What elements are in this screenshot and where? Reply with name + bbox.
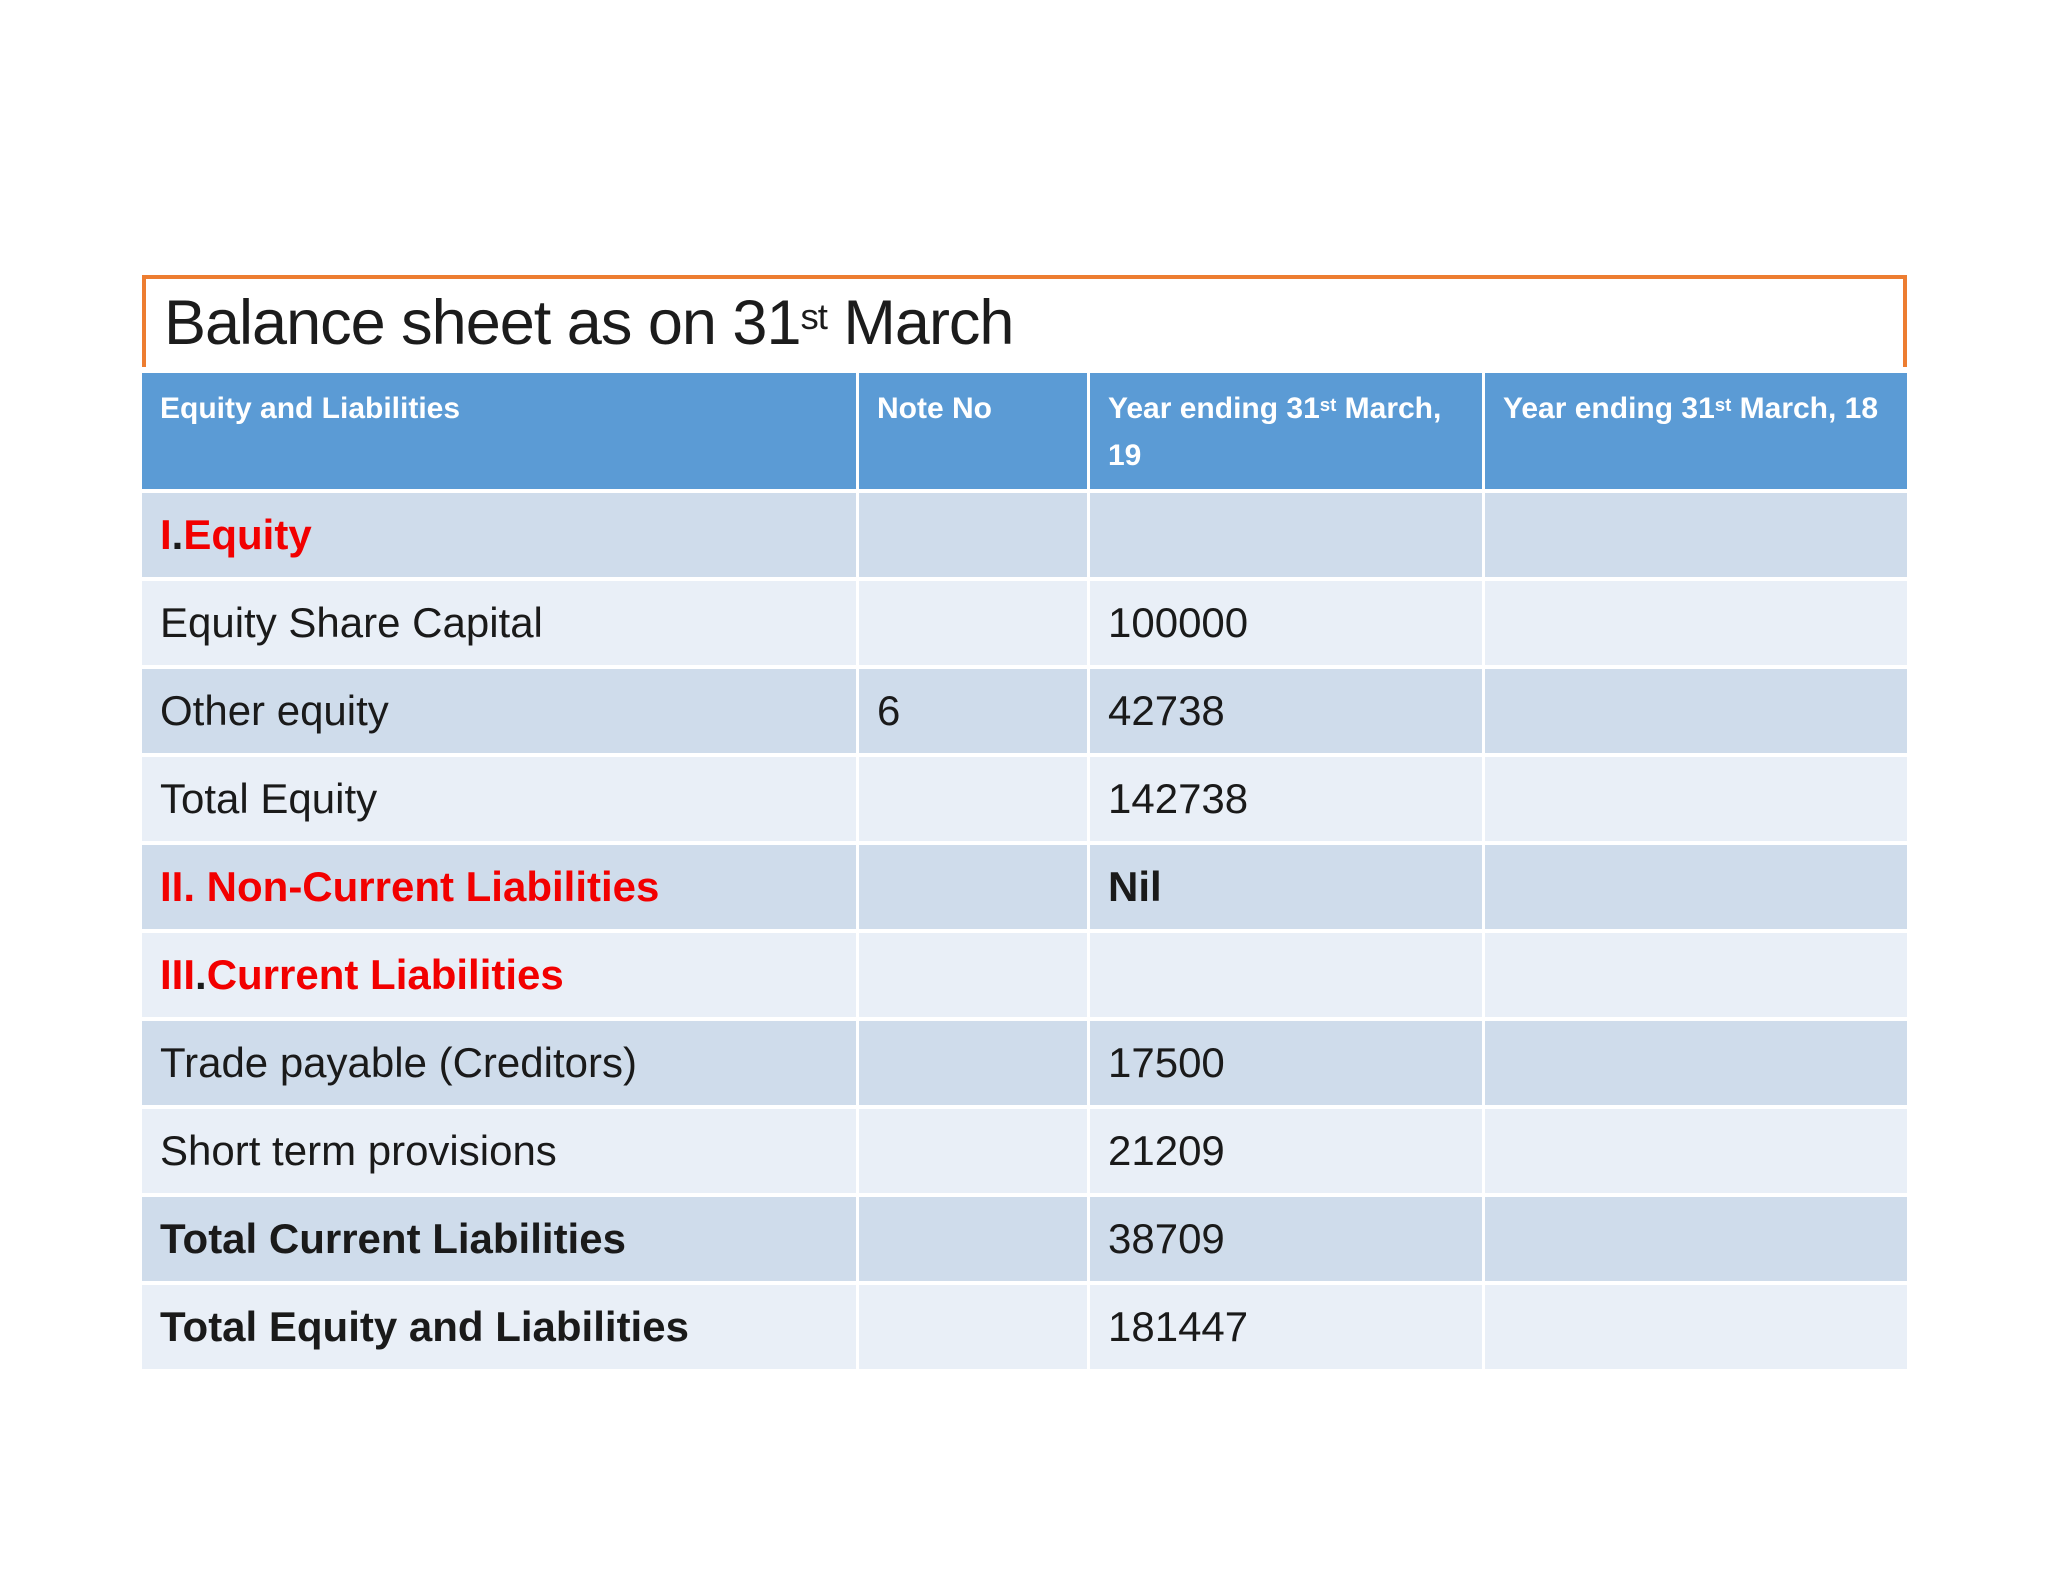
title-box: Balance sheet as on 31st March [142, 275, 1907, 367]
text-segment: Current Liabilities [206, 951, 564, 998]
text-segment: 42738 [1108, 687, 1225, 734]
row-label-cell: Total Equity and Liabilities [142, 1285, 856, 1369]
row-value-2019-cell: 100000 [1087, 581, 1482, 665]
row-value-2018-cell [1482, 933, 1907, 1017]
text-segment: Nil [1108, 863, 1162, 910]
row-value-2018-cell [1482, 581, 1907, 665]
text-segment: 142738 [1108, 775, 1249, 822]
row-value-2019-cell: 38709 [1087, 1197, 1482, 1281]
row-label-cell: Trade payable (Creditors) [142, 1021, 856, 1105]
balance-sheet-table: Equity and Liabilities Note No Year endi… [142, 373, 1907, 1369]
text-segment: 181447 [1108, 1303, 1249, 1350]
text-segment: March, 19 [1108, 392, 1442, 472]
row-value-2019-cell: 181447 [1087, 1285, 1482, 1369]
row-note-cell [856, 1285, 1087, 1369]
row-label-cell: Equity Share Capital [142, 581, 856, 665]
row-label-cell: Total Equity [142, 757, 856, 841]
row-note-cell [856, 757, 1087, 841]
row-note-cell [856, 1021, 1087, 1105]
text-segment: Note No [877, 392, 992, 425]
text-segment: I [160, 511, 172, 558]
header-cell-year-ending-19: Year ending 31st March, 19 [1087, 373, 1482, 489]
table-row: III. Current Liabilities [142, 929, 1907, 1017]
row-note-cell: 6 [856, 669, 1087, 753]
row-value-2018-cell [1482, 669, 1907, 753]
row-note-cell [856, 933, 1087, 1017]
row-value-2018-cell [1482, 757, 1907, 841]
row-label-cell: III. Current Liabilities [142, 933, 856, 1017]
row-label-cell: Other equity [142, 669, 856, 753]
text-segment: . [171, 511, 184, 558]
text-segment: III [160, 951, 196, 998]
text-segment: Total Equity and Liabilities [160, 1303, 689, 1350]
row-value-2018-cell [1482, 1197, 1907, 1281]
row-value-2019-cell: 142738 [1087, 757, 1482, 841]
table-row: Other equity 6 42738 [142, 665, 1907, 753]
text-segment: March, 18 [1731, 392, 1879, 425]
header-cell-note-no: Note No [856, 373, 1087, 489]
row-value-2019-cell: 42738 [1087, 669, 1482, 753]
text-segment: . [195, 951, 207, 998]
text-segment: 6 [877, 687, 901, 734]
table-body: I. Equity Equity Share Capital 100000 Ot… [142, 489, 1907, 1369]
table-row: Total Current Liabilities 38709 [142, 1193, 1907, 1281]
text-segment: 38709 [1108, 1215, 1225, 1262]
text-segment: Year ending 31 [1503, 392, 1715, 425]
row-value-2018-cell [1482, 1109, 1907, 1193]
row-value-2019-cell: Nil [1087, 845, 1482, 929]
text-segment: 17500 [1108, 1039, 1225, 1086]
text-segment: 21209 [1108, 1127, 1225, 1174]
header-cell-year-ending-18: Year ending 31st March, 18 [1482, 373, 1907, 489]
row-value-2018-cell [1482, 845, 1907, 929]
text-segment: II. Non-Current Liabilities [160, 863, 660, 910]
row-note-cell [856, 493, 1087, 577]
text-segment: Equity [183, 511, 312, 558]
table-row: Total Equity and Liabilities 181447 [142, 1281, 1907, 1369]
row-label-cell: Short term provisions [142, 1109, 856, 1193]
table-row: II. Non-Current Liabilities Nil [142, 841, 1907, 929]
text-segment: Total Current Liabilities [160, 1215, 626, 1262]
text-segment: Short term provisions [160, 1127, 557, 1174]
table-row: Equity Share Capital 100000 [142, 577, 1907, 665]
text-segment: st [1714, 393, 1732, 415]
table-row: I. Equity [142, 489, 1907, 577]
header-cell-equity-and-liabilities: Equity and Liabilities [142, 373, 856, 489]
text-segment: 100000 [1108, 599, 1249, 646]
text-segment: st [1319, 393, 1337, 415]
table-row: Short term provisions 21209 [142, 1105, 1907, 1193]
row-note-cell [856, 1109, 1087, 1193]
row-value-2019-cell: 21209 [1087, 1109, 1482, 1193]
row-note-cell [856, 581, 1087, 665]
text-segment: Equity and Liabilities [160, 392, 461, 425]
text-segment: Year ending 31 [1108, 392, 1320, 425]
row-value-2019-cell: 17500 [1087, 1021, 1482, 1105]
row-value-2019-cell [1087, 933, 1482, 1017]
row-value-2019-cell [1087, 493, 1482, 577]
text-segment: Trade payable (Creditors) [160, 1039, 637, 1086]
text-segment: Other equity [160, 687, 389, 734]
table-row: Total Equity 142738 [142, 753, 1907, 841]
row-value-2018-cell [1482, 1285, 1907, 1369]
row-note-cell [856, 845, 1087, 929]
table-header-row: Equity and Liabilities Note No Year endi… [142, 373, 1907, 489]
text-segment: st [800, 295, 828, 337]
text-segment: Equity Share Capital [160, 599, 543, 646]
page-title: Balance sheet as on 31st March [164, 287, 1014, 359]
row-value-2018-cell [1482, 493, 1907, 577]
text-segment: March [826, 288, 1014, 358]
row-value-2018-cell [1482, 1021, 1907, 1105]
row-note-cell [856, 1197, 1087, 1281]
text-segment: Balance sheet as on 31 [164, 288, 801, 358]
row-label-cell: II. Non-Current Liabilities [142, 845, 856, 929]
row-label-cell: I. Equity [142, 493, 856, 577]
table-row: Trade payable (Creditors) 17500 [142, 1017, 1907, 1105]
row-label-cell: Total Current Liabilities [142, 1197, 856, 1281]
text-segment: Total Equity [160, 775, 378, 822]
